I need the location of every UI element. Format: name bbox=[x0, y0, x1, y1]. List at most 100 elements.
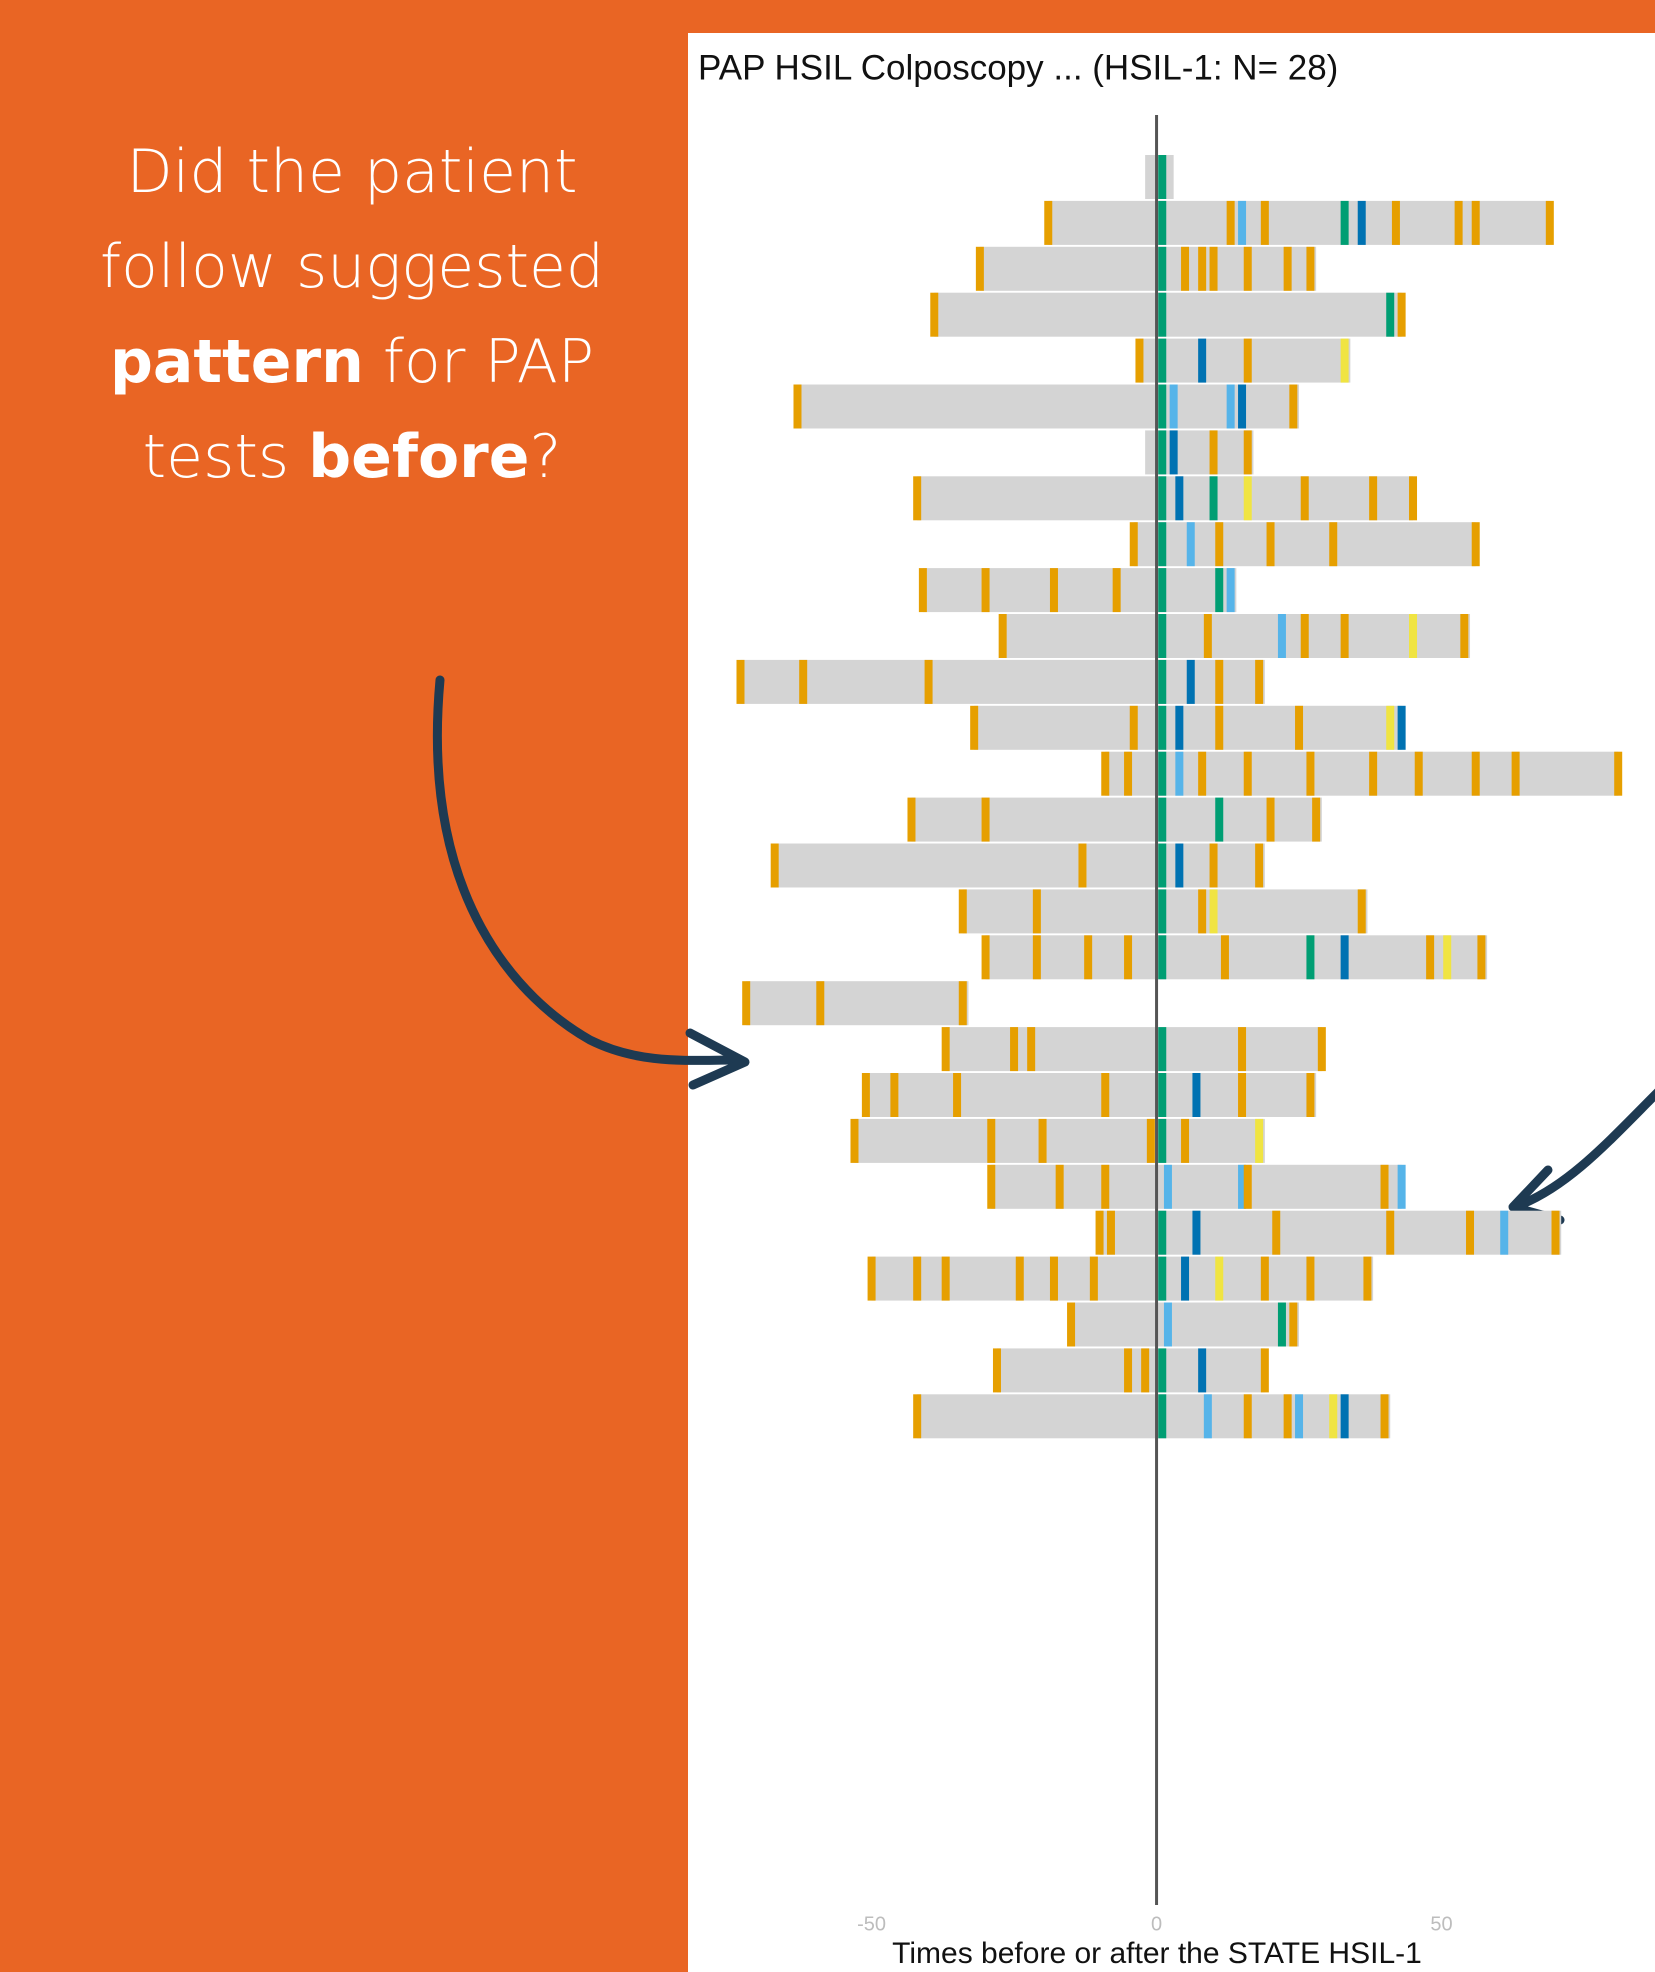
event-mark bbox=[1198, 338, 1207, 383]
row-bar bbox=[1105, 751, 1619, 796]
event-mark bbox=[1226, 384, 1235, 429]
event-mark bbox=[1112, 568, 1121, 613]
lead-segment: pattern bbox=[110, 327, 364, 397]
event-mark bbox=[1158, 1027, 1167, 1072]
event-mark bbox=[1226, 200, 1235, 245]
event-mark bbox=[998, 614, 1007, 658]
event-mark bbox=[1209, 476, 1218, 521]
event-mark bbox=[1238, 1027, 1247, 1072]
row-bar bbox=[934, 292, 1402, 337]
event-mark bbox=[907, 797, 916, 842]
event-mark bbox=[1158, 476, 1167, 521]
lead-line: Did the patient bbox=[126, 137, 577, 207]
event-mark bbox=[953, 1073, 962, 1117]
row-bar bbox=[974, 705, 1402, 750]
event-mark bbox=[1129, 522, 1138, 567]
event-mark bbox=[941, 1027, 950, 1072]
row-bar bbox=[854, 1118, 1265, 1163]
event-mark bbox=[1032, 935, 1041, 980]
event-mark bbox=[1203, 614, 1212, 658]
event-mark bbox=[1158, 843, 1167, 888]
lead-segment: tests bbox=[143, 422, 309, 492]
event-mark bbox=[1255, 659, 1264, 704]
event-mark bbox=[1124, 935, 1133, 980]
event-mark bbox=[1198, 246, 1207, 291]
event-mark bbox=[816, 981, 825, 1026]
event-mark bbox=[1192, 1210, 1201, 1255]
event-mark bbox=[1260, 1256, 1269, 1301]
row-bar bbox=[774, 843, 1265, 888]
event-mark bbox=[1220, 935, 1229, 980]
event-mark bbox=[1101, 1073, 1110, 1117]
event-mark bbox=[1158, 1394, 1167, 1439]
event-mark bbox=[1158, 889, 1167, 934]
event-mark bbox=[913, 476, 922, 521]
event-mark bbox=[913, 1256, 922, 1301]
event-mark bbox=[1300, 476, 1309, 521]
row-bar bbox=[1002, 614, 1471, 658]
event-mark bbox=[1397, 1164, 1406, 1209]
event-mark bbox=[1158, 705, 1167, 750]
event-mark bbox=[1306, 751, 1315, 796]
event-mark bbox=[1460, 614, 1469, 658]
event-mark bbox=[1289, 384, 1298, 429]
event-mark bbox=[1443, 935, 1452, 980]
event-mark bbox=[1238, 1164, 1247, 1209]
event-mark bbox=[1158, 1256, 1167, 1301]
event-mark bbox=[1295, 1394, 1304, 1439]
event-mark bbox=[1329, 1394, 1338, 1439]
event-mark bbox=[1369, 751, 1378, 796]
event-mark bbox=[1158, 751, 1167, 796]
event-mark bbox=[970, 705, 979, 750]
event-mark bbox=[1181, 1118, 1190, 1163]
event-mark bbox=[1386, 292, 1395, 337]
event-mark bbox=[1175, 843, 1184, 888]
lead-line: pattern for PAP bbox=[110, 327, 594, 397]
x-tick-label: 0 bbox=[1151, 1913, 1162, 1935]
event-mark bbox=[1101, 751, 1110, 796]
event-mark bbox=[1277, 614, 1286, 658]
lead-line: tests before? bbox=[143, 422, 562, 492]
event-mark bbox=[1238, 1073, 1247, 1117]
event-mark bbox=[1135, 338, 1144, 383]
event-mark bbox=[1277, 1302, 1286, 1347]
event-mark bbox=[1163, 1164, 1172, 1209]
event-mark bbox=[1409, 476, 1418, 521]
event-mark bbox=[1357, 200, 1366, 245]
event-mark bbox=[1426, 935, 1435, 980]
event-mark bbox=[1158, 155, 1167, 199]
event-mark bbox=[1357, 889, 1366, 934]
event-mark bbox=[1158, 568, 1167, 613]
event-mark bbox=[1175, 476, 1184, 521]
event-mark bbox=[1175, 705, 1184, 750]
event-mark bbox=[1340, 1394, 1349, 1439]
event-mark bbox=[1095, 1210, 1104, 1255]
event-mark bbox=[1215, 705, 1224, 750]
event-mark bbox=[1181, 1256, 1190, 1301]
event-mark bbox=[1255, 843, 1264, 888]
event-mark bbox=[1409, 614, 1418, 658]
event-mark bbox=[1340, 200, 1349, 245]
event-mark bbox=[1032, 889, 1041, 934]
event-mark bbox=[1266, 522, 1275, 567]
event-mark bbox=[1471, 751, 1480, 796]
row-bar bbox=[871, 1256, 1374, 1301]
event-mark bbox=[1129, 705, 1138, 750]
event-mark bbox=[1181, 246, 1190, 291]
event-mark bbox=[1158, 614, 1167, 658]
event-mark bbox=[1369, 476, 1378, 521]
event-mark bbox=[1238, 384, 1247, 429]
row-bar bbox=[991, 1164, 1402, 1209]
event-mark bbox=[1209, 889, 1218, 934]
event-mark bbox=[924, 659, 933, 704]
event-mark bbox=[958, 889, 967, 934]
event-mark bbox=[975, 246, 984, 291]
row-bar bbox=[979, 246, 1317, 291]
event-mark bbox=[930, 292, 939, 337]
event-mark bbox=[1414, 751, 1423, 796]
event-mark bbox=[1312, 797, 1321, 842]
row-bar bbox=[911, 797, 1322, 842]
event-mark bbox=[1215, 568, 1224, 613]
event-mark bbox=[1215, 797, 1224, 842]
